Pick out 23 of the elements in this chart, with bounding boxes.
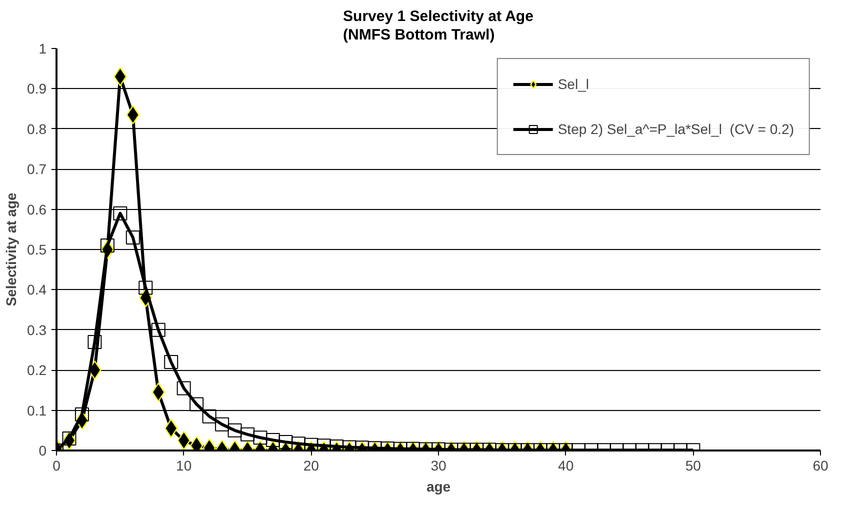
y-tick-label: 0.9 (27, 80, 47, 97)
y-tick-label: 0.1 (27, 402, 47, 418)
y-tick-label: 0.2 (27, 362, 47, 378)
y-tick-label: 0.3 (27, 322, 47, 338)
x-tick-label: 20 (303, 458, 320, 474)
x-axis-title: age (426, 478, 451, 494)
x-tick-label: 30 (430, 458, 446, 474)
x-tick-label: 10 (176, 458, 192, 474)
x-tick-label: 60 (812, 458, 828, 474)
x-tick-label: 50 (685, 458, 702, 474)
y-tick-label: 0.4 (27, 282, 47, 298)
y-tick-label: 0.7 (27, 161, 47, 178)
legend-label: Step 2) Sel_a^=P_la*Sel_l (CV = 0.2) (558, 121, 794, 137)
chart-title: Survey 1 Selectivity at Age (NMFS Bottom Trawl) (343, 8, 534, 44)
y-tick-label: 1 (38, 40, 47, 56)
y-tick-label: 0 (38, 442, 47, 458)
y-axis-title: Selectivity at age (3, 192, 20, 306)
x-tick-label: 40 (558, 458, 574, 474)
y-tick-label: 0.5 (27, 242, 47, 258)
x-tick-label: 0 (52, 458, 61, 474)
legend-label: Sel_l (558, 76, 589, 92)
y-tick-label: 0.6 (27, 201, 47, 218)
y-tick-label: 0.8 (27, 120, 47, 137)
